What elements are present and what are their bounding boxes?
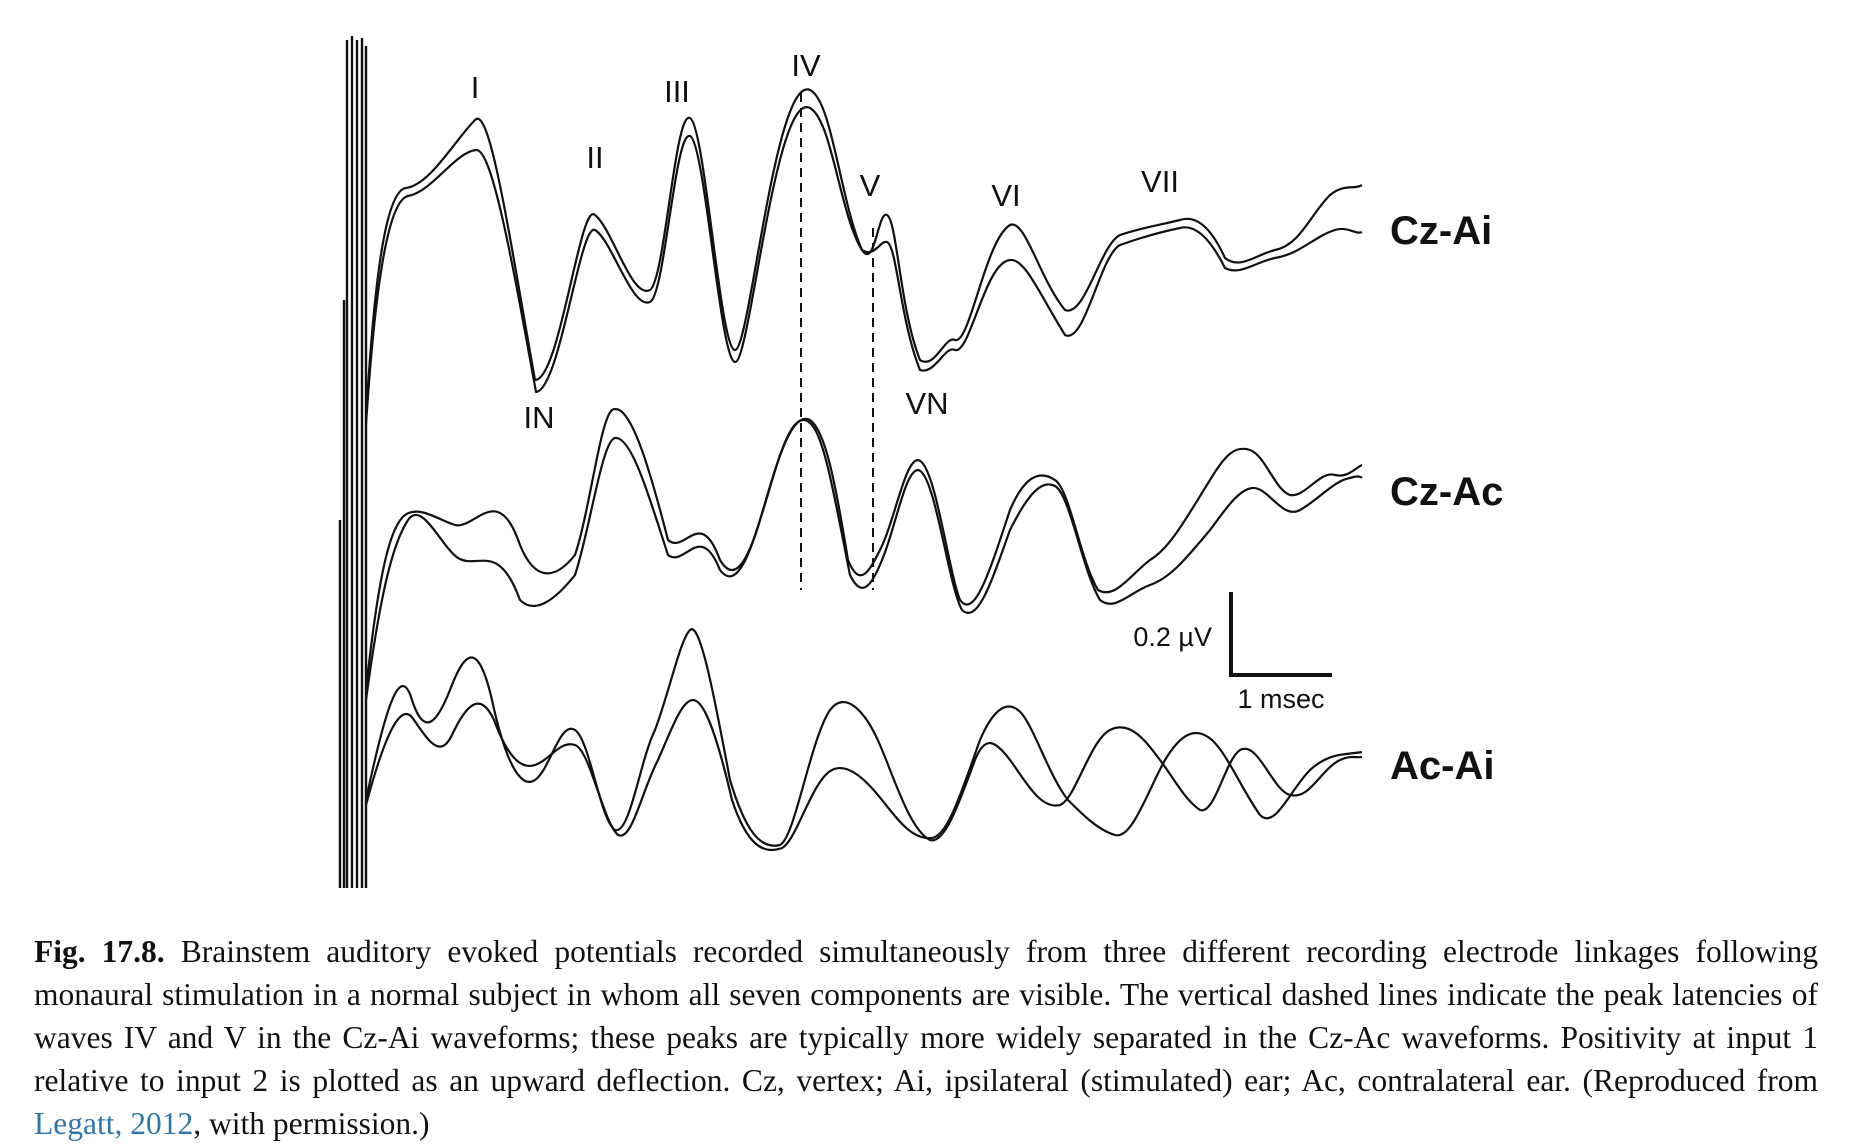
citation-link[interactable]: Legatt, 2012 xyxy=(34,1105,194,1141)
caption-text-end: , with permission.) xyxy=(193,1105,430,1141)
trace-ac-ai-1 xyxy=(364,628,1363,847)
peak-label-v: V xyxy=(860,168,881,203)
peak-label-in: IN xyxy=(524,400,555,435)
peak-label-vi: VI xyxy=(991,178,1020,213)
trace-label-cz-ai: Cz-Ai xyxy=(1390,209,1492,253)
figure-caption: Fig. 17.8. Brainstem auditory evoked pot… xyxy=(34,930,1818,1145)
peak-label-vn: VN xyxy=(905,386,948,421)
figure-number: Fig. 17.8. xyxy=(34,933,165,969)
peak-label-iv: IV xyxy=(791,48,821,83)
waveform-plot: I II III IV V VI VII IN VN Cz-Ai Cz-Ac A… xyxy=(338,36,1503,888)
trace-cz-ac-1 xyxy=(364,408,1363,691)
scale-bar: 0.2 µV 1 msec xyxy=(1133,592,1332,714)
evoked-potential-figure: I II III IV V VI VII IN VN Cz-Ai Cz-Ac A… xyxy=(338,36,1503,888)
peak-label-iii: III xyxy=(664,74,690,109)
trace-label-ac-ai: Ac-Ai xyxy=(1390,744,1494,788)
scale-bar-time: 1 msec xyxy=(1237,684,1324,714)
scale-bar-amplitude: 0.2 µV xyxy=(1133,622,1212,652)
trace-cz-ac-2 xyxy=(364,419,1363,701)
peak-label-i: I xyxy=(471,70,480,105)
trace-ac-ai-2 xyxy=(364,698,1363,852)
peak-label-vii: VII xyxy=(1141,164,1179,199)
stimulus-artifact xyxy=(338,36,368,888)
caption-text: Brainstem auditory evoked potentials rec… xyxy=(34,933,1819,1098)
peak-label-ii: II xyxy=(586,140,603,175)
trace-cz-ai-1 xyxy=(364,88,1363,421)
trace-label-cz-ac: Cz-Ac xyxy=(1390,470,1503,514)
trace-cz-ai-2 xyxy=(364,106,1363,426)
